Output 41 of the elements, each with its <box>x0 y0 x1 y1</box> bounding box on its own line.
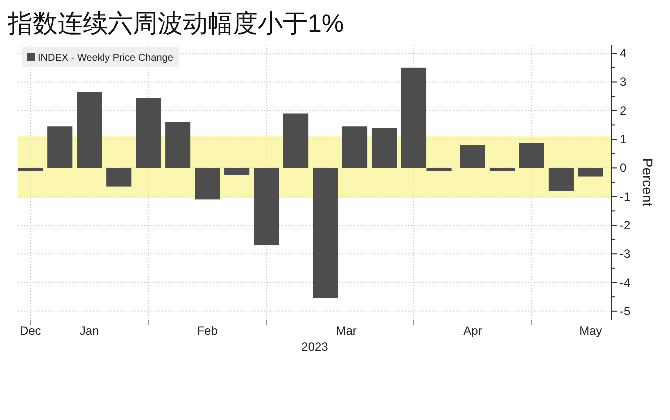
x-axis-title: 2023 <box>302 340 329 354</box>
bar <box>426 168 452 172</box>
x-tick-label: Mar <box>336 324 357 338</box>
y-tick-label: -4 <box>620 276 631 290</box>
bar <box>224 168 250 176</box>
x-tick-label: Apr <box>464 324 482 338</box>
bar <box>18 168 44 172</box>
bar <box>166 122 191 168</box>
y-tick-label: -2 <box>620 218 631 232</box>
bar <box>342 126 368 168</box>
bar <box>136 98 162 168</box>
x-tick-label: May <box>580 324 602 338</box>
y-axis-title: Percent <box>640 158 656 207</box>
y-tick-label: 4 <box>620 46 627 61</box>
bar <box>460 145 486 168</box>
y-tick-label: -1 <box>620 190 631 204</box>
bar <box>401 68 427 168</box>
bar <box>48 126 73 168</box>
bar <box>77 92 102 168</box>
y-tick-label: 0 <box>620 161 627 176</box>
chart-title: 指数连续六周波动幅度小于1% <box>7 10 344 38</box>
y-tick-label: -5 <box>620 304 631 318</box>
y-tick-label: -3 <box>620 247 631 262</box>
bar <box>548 168 574 192</box>
y-tick-label: 2 <box>620 104 627 118</box>
bar <box>578 168 604 177</box>
bar <box>490 168 515 172</box>
x-tick-label: Dec <box>20 324 42 338</box>
legend-label: INDEX - Weekly Price Change <box>38 53 174 64</box>
y-tick-label: 1 <box>620 132 627 147</box>
bar <box>519 143 544 168</box>
bar <box>372 128 398 168</box>
bar <box>284 114 309 168</box>
bar <box>254 168 280 246</box>
bar <box>195 168 220 200</box>
x-tick-label: Jan <box>80 324 100 338</box>
x-tick-label: Feb <box>197 324 218 338</box>
legend: INDEX - Weekly Price Change <box>22 47 180 67</box>
bar <box>106 168 132 187</box>
bar <box>313 168 338 299</box>
y-tick-label: 3 <box>620 75 627 90</box>
